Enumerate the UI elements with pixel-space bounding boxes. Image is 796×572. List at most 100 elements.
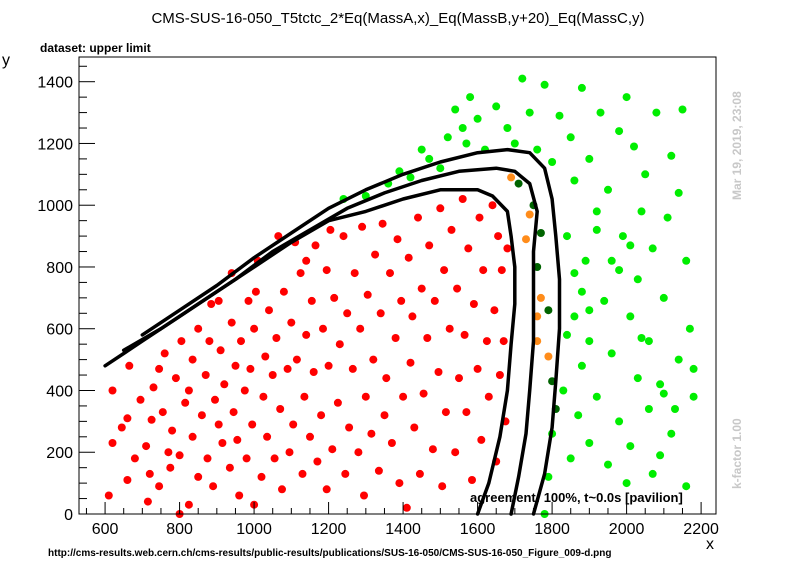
excluded-point (227, 318, 236, 327)
excluded-point (382, 374, 391, 383)
allowed-point (644, 337, 653, 346)
excluded-point (479, 266, 488, 275)
excluded-point (419, 389, 428, 398)
allowed-point (525, 108, 534, 117)
excluded-point (339, 232, 348, 241)
excluded-point (343, 309, 352, 318)
excluded-point (408, 312, 417, 321)
excluded-point (149, 383, 158, 392)
boundary-orange-point (525, 210, 534, 219)
excluded-point (434, 368, 443, 376)
allowed-point (674, 188, 683, 197)
excluded-point (406, 358, 415, 367)
excluded-point (415, 469, 424, 478)
excluded-point (296, 269, 305, 278)
kfactor-label: k-factor 1.00 (730, 418, 744, 489)
excluded-point (160, 349, 169, 358)
excluded-point (428, 445, 437, 454)
excluded-point (292, 355, 301, 364)
excluded-point (201, 371, 210, 379)
boundary-orange-point (522, 235, 530, 244)
excluded-point (177, 337, 186, 346)
dataset-label: dataset: upper limit (40, 41, 151, 55)
allowed-point (604, 460, 612, 469)
excluded-point (274, 232, 283, 241)
chart-title: CMS-SUS-16-050_T5tctc_2*Eq(MassA,x)_Eq(M… (151, 10, 645, 27)
boundary-dark-point (544, 306, 553, 315)
excluded-point (328, 445, 337, 454)
excluded-point (251, 287, 260, 296)
excluded-point (278, 485, 286, 494)
allowed-point (644, 405, 653, 413)
excluded-point (361, 392, 370, 401)
allowed-point (533, 145, 542, 154)
allowed-point (678, 105, 687, 114)
data-points-layer (104, 74, 698, 518)
allowed-point (648, 244, 657, 253)
excluded-point (350, 269, 359, 278)
excluded-point (322, 485, 331, 494)
plot-frame (78, 56, 717, 515)
excluded-point (184, 386, 193, 395)
excluded-point (117, 423, 126, 432)
excluded-point (307, 296, 316, 305)
excluded-point (225, 463, 234, 472)
excluded-point (231, 361, 240, 370)
excluded-point (317, 411, 326, 420)
excluded-point (322, 266, 331, 275)
allowed-point (656, 451, 665, 460)
allowed-point (577, 287, 586, 296)
excluded-point (194, 472, 203, 481)
allowed-point (663, 213, 672, 222)
excluded-point (462, 408, 471, 417)
excluded-point (244, 296, 253, 305)
excluded-point (324, 361, 333, 370)
excluded-point (354, 448, 363, 457)
excluded-point (220, 380, 229, 389)
excluded-point (345, 423, 354, 432)
allowed-point (443, 133, 452, 142)
x-tick-label: 1400 (385, 521, 421, 538)
x-tick-label: 800 (166, 521, 193, 538)
excluded-point (287, 318, 296, 327)
excluded-point (464, 244, 473, 253)
excluded-point (367, 429, 376, 438)
excluded-point (248, 420, 257, 429)
excluded-point (108, 386, 117, 395)
allowed-point (559, 386, 568, 395)
allowed-point (574, 411, 583, 420)
excluded-point (410, 423, 419, 432)
excluded-point (490, 306, 499, 315)
excluded-point (211, 395, 219, 404)
agreement-annotation: agreement: 100%, t~0.0s [pavilion] (470, 490, 683, 505)
allowed-point (671, 405, 679, 413)
boundary-orange-point (507, 173, 516, 182)
excluded-point (417, 284, 426, 293)
excluded-point (283, 364, 292, 373)
y-tick-label: 800 (46, 260, 73, 277)
excluded-point (218, 439, 227, 447)
excluded-point (475, 213, 484, 222)
excluded-point (369, 355, 378, 364)
excluded-point (250, 324, 259, 333)
allowed-point (607, 349, 616, 358)
exclusion-contour-3 (140, 147, 562, 516)
allowed-point (592, 207, 601, 216)
excluded-point (263, 432, 272, 441)
excluded-point (237, 337, 245, 346)
allowed-point (630, 142, 638, 151)
excluded-point (402, 503, 411, 512)
excluded-point (302, 330, 311, 339)
excluded-point (391, 334, 400, 342)
allowed-point (585, 154, 594, 163)
allowed-point (674, 355, 683, 364)
allowed-point (544, 472, 553, 481)
excluded-point (265, 306, 273, 315)
excluded-point (207, 300, 216, 308)
allowed-point (652, 108, 661, 117)
allowed-point (570, 269, 579, 278)
axes-layer: 600 800 1000 1200 1400 1600 1800 2000 2200 0 200 40… (37, 65, 719, 538)
excluded-point (477, 435, 486, 444)
excluded-point (197, 411, 206, 420)
excluded-point (455, 374, 463, 383)
